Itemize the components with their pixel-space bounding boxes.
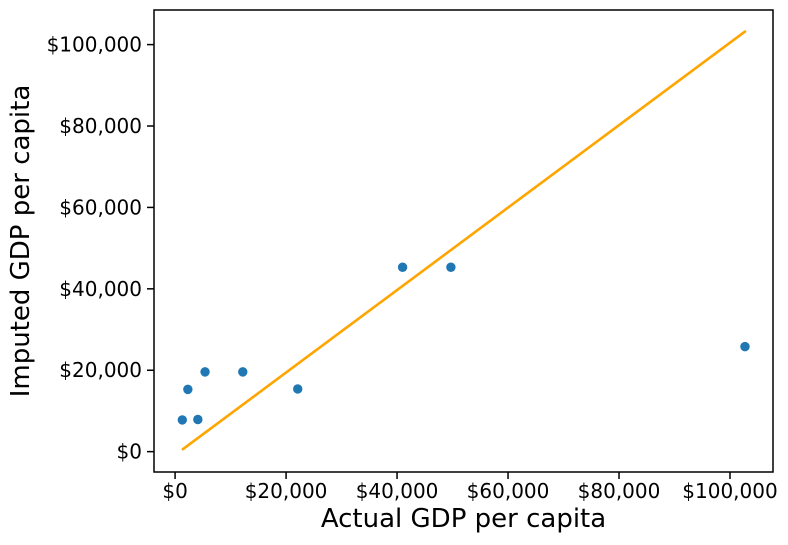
x-tick-label: $80,000 bbox=[578, 479, 661, 503]
scatter-point bbox=[397, 262, 408, 272]
scatter-point bbox=[238, 367, 248, 377]
fit-line bbox=[181, 30, 747, 451]
x-tick-label: $20,000 bbox=[245, 479, 328, 503]
x-tick-label: $40,000 bbox=[356, 479, 439, 503]
scatter-point bbox=[177, 415, 188, 425]
y-tick-label: $0 bbox=[117, 440, 142, 464]
x-tick-label: $100,000 bbox=[682, 479, 777, 503]
scatter-point bbox=[193, 414, 203, 425]
y-tick-label: $60,000 bbox=[59, 195, 142, 219]
y-tick-label: $80,000 bbox=[59, 114, 142, 138]
scatter-point bbox=[183, 384, 193, 395]
scatter-point bbox=[446, 262, 456, 272]
scatter-point bbox=[293, 384, 303, 394]
y-tick-label: $40,000 bbox=[59, 277, 142, 301]
x-tick-label: $60,000 bbox=[467, 479, 550, 503]
scatter-point bbox=[200, 367, 210, 377]
y-tick-label: $100,000 bbox=[47, 33, 142, 57]
y-axis-label: Imputed GDP per capita bbox=[6, 84, 36, 398]
plot-border bbox=[153, 9, 774, 473]
x-axis-label: Actual GDP per capita bbox=[320, 504, 607, 534]
scatter-point bbox=[740, 341, 750, 352]
x-tick-label: $0 bbox=[162, 479, 187, 503]
y-tick-label: $20,000 bbox=[59, 358, 142, 382]
